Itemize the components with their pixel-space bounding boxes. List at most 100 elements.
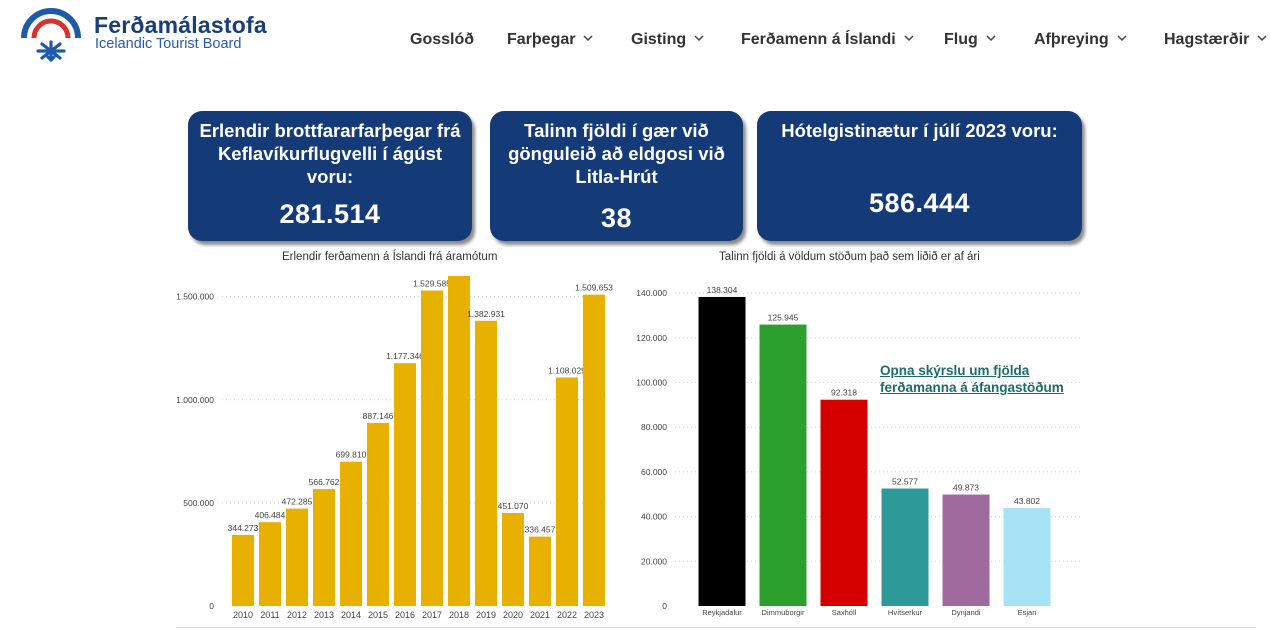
chevron-down-icon [1117,35,1127,42]
x-tick-label: 2018 [449,610,469,620]
y-tick-label: 1.000.000 [176,395,214,405]
chevron-down-icon [583,35,593,42]
bar-value-label: 92.318 [831,388,857,398]
nav-item-hagstaerdir[interactable]: Hagstærðir [1164,31,1267,49]
bar-value-label: 344.273 [228,523,259,533]
kpi-value: 38 [600,203,633,233]
bar-value-label: 52.577 [892,477,918,487]
brand-logo[interactable] [20,2,82,64]
bar[interactable] [529,536,551,606]
site-header: Ferðamálastofa Icelandic Tourist Board G… [0,0,1270,80]
x-tick-label: Dynjandi [951,608,981,617]
main-nav: Gosslóð Farþegar Gisting Ferðamenn á Ísl… [0,31,1270,51]
nav-item-label: Gisting [631,31,687,48]
bar-value-label: 125.945 [768,313,799,323]
nav-item-label: Farþegar [507,31,576,48]
bar[interactable] [583,294,605,606]
bar[interactable] [367,423,389,606]
bar[interactable] [942,494,990,606]
x-tick-label: Saxhóll [832,608,857,617]
chevron-down-icon [694,35,704,42]
y-tick-label: 80.000 [641,422,667,432]
bar[interactable] [259,522,281,606]
bar[interactable] [313,489,335,606]
chevron-down-icon [1257,35,1267,42]
x-tick-label: 2020 [503,610,523,620]
bar-value-label: 138.304 [707,285,738,295]
bar-value-label: 1.382.931 [467,309,505,319]
nav-item-ferdamenn[interactable]: Ferðamenn á Íslandi [741,31,914,49]
sites-bar-chart: 0 20.000 40.000 60.000 80.000 100.000 120.000 1… [636,285,1080,617]
bottom-divider [176,627,1256,628]
y-tick-label: 100.000 [636,378,667,388]
bar-value-label: 1.108.029 [548,365,586,375]
x-tick-label: 2019 [476,610,496,620]
bar-value-label: 699.810 [336,450,367,460]
bar-value-label: 1.529.585 [413,279,451,289]
x-tick-label: Esjan [1018,608,1037,617]
y-tick-label: 1.500.000 [176,292,214,302]
kpi-card-eruption-trail: Talinn fjöldi í gær við gönguleið að eld… [490,111,743,241]
kpi-card-hotel-nights: Hótelgistinætur í júlí 2023 voru: 586.44… [757,111,1082,241]
bar-value-label: 1.509.653 [575,283,613,293]
brand-name[interactable]: Ferðamálastofa [94,12,267,38]
nav-item-label: Ferðamenn á Íslandi [741,31,896,48]
x-tick-label: 2021 [530,610,550,620]
bar[interactable] [698,296,746,606]
nav-item-gosslod[interactable]: Gosslóð [410,31,474,49]
nav-item-label: Gosslóð [410,31,475,48]
y-tick-label: 120.000 [636,333,667,343]
chart-title-visitors: Erlendir ferðamenn á Íslandi frá áramótu… [282,251,498,263]
nav-item-afthreying[interactable]: Afþreying [1034,31,1127,49]
bar-value-label: 1.177.346 [386,351,424,361]
x-tick-label: 2010 [233,610,253,620]
bar[interactable] [556,377,578,606]
y-tick-label: 40.000 [641,512,667,522]
nav-item-gisting[interactable]: Gisting [631,31,704,49]
nav-item-label: Afþreying [1034,31,1109,48]
bar[interactable] [394,363,416,606]
kpi-card-departures: Erlendir brottfararfarþegar frá Keflavík… [188,111,472,241]
bar[interactable] [1003,508,1051,606]
kpi-value: 281.514 [279,199,381,229]
x-tick-label: 2011 [260,610,279,620]
bar[interactable] [759,324,807,606]
x-tick-label: 2016 [395,610,415,620]
x-tick-label: 2015 [368,610,388,620]
bar-value-label: 887.146 [363,411,394,421]
open-report-link[interactable]: Opna skýrslu um fjölda ferðamanna á áfan… [880,363,1064,395]
nav-item-flug[interactable]: Flug [944,31,996,49]
bar[interactable] [881,488,929,606]
y-tick-label: 0 [662,601,667,611]
bar[interactable] [502,512,524,606]
x-tick-label: 2014 [341,610,361,620]
brand-subtitle: Icelandic Tourist Board [95,36,242,52]
x-tick-label: 2023 [584,610,604,620]
nav-item-farthegar[interactable]: Farþegar [507,31,593,49]
bar-value-label: 566.762 [309,477,340,487]
bar[interactable] [421,290,443,606]
bar-value-label: 472.285 [282,497,313,507]
chevron-down-icon [904,35,914,42]
x-tick-label: Dimmuborgir [762,608,805,617]
chart-title-sites: Talinn fjöldi á völdum stöðum það sem li… [719,251,980,263]
bar[interactable] [448,276,470,606]
bar[interactable] [340,461,362,606]
bar[interactable] [820,399,868,606]
chevron-down-icon [986,35,996,42]
bar-value-label: 336.457 [525,525,556,535]
x-tick-label: 2012 [287,610,307,620]
nav-item-label: Flug [944,31,978,48]
bar[interactable] [286,508,308,606]
y-tick-label: 60.000 [641,467,667,477]
nav-item-label: Hagstærðir [1164,31,1250,48]
bar-value-label: 49.873 [953,483,979,493]
y-tick-label: 500.000 [183,498,214,508]
bar[interactable] [475,320,497,606]
kpi-label: Hótelgistinætur í júlí 2023 voru: [781,120,1058,141]
bar[interactable] [232,534,254,606]
bar-value-label: 43.802 [1014,496,1040,506]
kpi-label: Talinn fjöldi í gær við gönguleið að eld… [508,120,725,187]
x-tick-label: 2013 [314,610,334,620]
x-tick-label: Hvítserkur [888,608,923,617]
